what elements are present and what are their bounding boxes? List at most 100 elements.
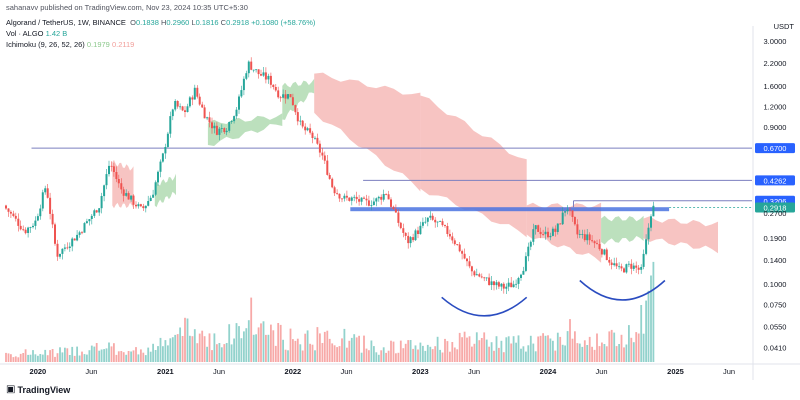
volume-bar <box>377 354 380 362</box>
ichimoku-row[interactable]: Ichimoku (9, 26, 52, 26) 0.1979 0.2119 <box>6 39 315 50</box>
volume-bar <box>247 320 250 362</box>
tradingview-logo-icon: ▣ <box>6 384 16 395</box>
candle-body <box>417 230 419 234</box>
volume-bar <box>309 343 311 362</box>
volume-bar <box>375 352 378 362</box>
candle-body <box>458 244 461 252</box>
volume-bar <box>463 331 466 362</box>
volume-bar <box>326 330 329 362</box>
volume-bar <box>296 338 299 362</box>
volume-bar <box>176 334 179 362</box>
volume-bar <box>446 341 449 362</box>
price-axis[interactable]: 3.0000 2.2000 1.6000 1.2000 0.9000 0.6700 0.42… <box>752 26 795 380</box>
volume-bar <box>39 354 42 362</box>
currency-label[interactable]: USDT <box>773 22 794 31</box>
candle-body <box>559 223 562 225</box>
candles-layer <box>5 57 655 294</box>
volume-bar <box>623 347 625 362</box>
volume-bar <box>620 334 623 362</box>
candle-body <box>100 196 103 209</box>
volume-bar <box>201 330 204 362</box>
candle-body <box>409 237 412 244</box>
candle-body <box>282 94 285 98</box>
candle-body <box>421 222 424 226</box>
candle-body <box>493 281 495 286</box>
volume-row[interactable]: Vol · ALGO 1.42 B <box>6 28 315 39</box>
volume-bar <box>147 347 150 362</box>
candle-body <box>419 225 422 235</box>
volume-bar <box>485 339 488 362</box>
candle-body <box>490 281 493 285</box>
candle-body <box>375 198 378 202</box>
candle-body <box>95 210 98 213</box>
volume-bar <box>559 336 562 362</box>
symbol-name[interactable]: Algorand / TetherUS, 1W, BINANCE <box>6 18 126 27</box>
candle-body <box>466 258 468 262</box>
time-tick-label: Jun <box>85 367 97 376</box>
candle-body <box>569 209 571 211</box>
candle-body <box>193 87 196 100</box>
volume-bar <box>216 344 218 362</box>
volume-bar <box>284 349 287 362</box>
volume-bar <box>51 349 54 362</box>
tradingview-wordmark: TradingView <box>17 384 71 395</box>
volume-bar <box>635 332 638 362</box>
time-tick-label: 2021 <box>157 367 174 376</box>
candle-body <box>544 231 547 235</box>
candle-body <box>532 229 535 242</box>
volume-bar <box>591 346 593 362</box>
time-tick-label: Jun <box>340 367 352 376</box>
volume-bar <box>466 337 468 362</box>
candle-body <box>390 199 392 207</box>
volume-bar <box>103 349 105 362</box>
volume-bar <box>98 350 101 362</box>
candle-body <box>78 232 81 235</box>
volume-bar <box>461 337 463 362</box>
candle-body <box>444 225 446 226</box>
volume-bar <box>191 336 194 362</box>
volume-bar <box>174 334 177 362</box>
volume-bar <box>451 342 454 362</box>
time-tick-label: 2024 <box>540 367 558 376</box>
volume-bar <box>71 346 74 362</box>
volume-bar <box>5 352 7 362</box>
volume-bar <box>373 346 375 362</box>
price-tick-label: 0.1900 <box>764 234 787 243</box>
candle-body <box>600 249 603 255</box>
candle-body <box>36 216 39 221</box>
volume-bar <box>211 350 213 362</box>
volume-bar <box>632 342 635 362</box>
volume-bar <box>436 336 439 362</box>
ichimoku-cloud-bull <box>207 113 283 146</box>
volume-bar <box>279 324 282 362</box>
volume-bar <box>110 346 113 362</box>
volume-bar <box>537 336 540 362</box>
volume-bar <box>652 261 655 362</box>
candle-body <box>470 266 473 272</box>
candle-body <box>637 267 640 270</box>
candle-body <box>385 194 388 195</box>
volume-bar <box>7 353 10 362</box>
candle-body <box>321 152 324 156</box>
volume-bar <box>637 333 640 362</box>
candle-body <box>235 109 238 117</box>
candle-body <box>169 116 172 134</box>
candle-body <box>338 193 341 199</box>
volume-bar <box>306 330 309 362</box>
volume-bar <box>370 340 373 362</box>
time-tick-label: 2025 <box>667 367 684 376</box>
volume-bar <box>14 356 17 362</box>
candle-body <box>196 87 199 97</box>
volume-bar <box>522 346 525 362</box>
volume-bar <box>12 357 15 362</box>
time-axis[interactable]: 2020 Jun 2021 Jun 2022 Jun 2023 Jun 2024 Jun 2025 J… <box>0 363 800 376</box>
volume-bar <box>488 346 490 362</box>
volume-bar <box>208 333 211 362</box>
volume-bar <box>426 344 429 362</box>
tradingview-logo[interactable]: ▣ TradingView <box>6 384 70 395</box>
volume-bar <box>54 356 56 362</box>
candle-body <box>191 97 194 100</box>
volume-bar <box>157 346 159 362</box>
volume-bar <box>17 357 20 362</box>
